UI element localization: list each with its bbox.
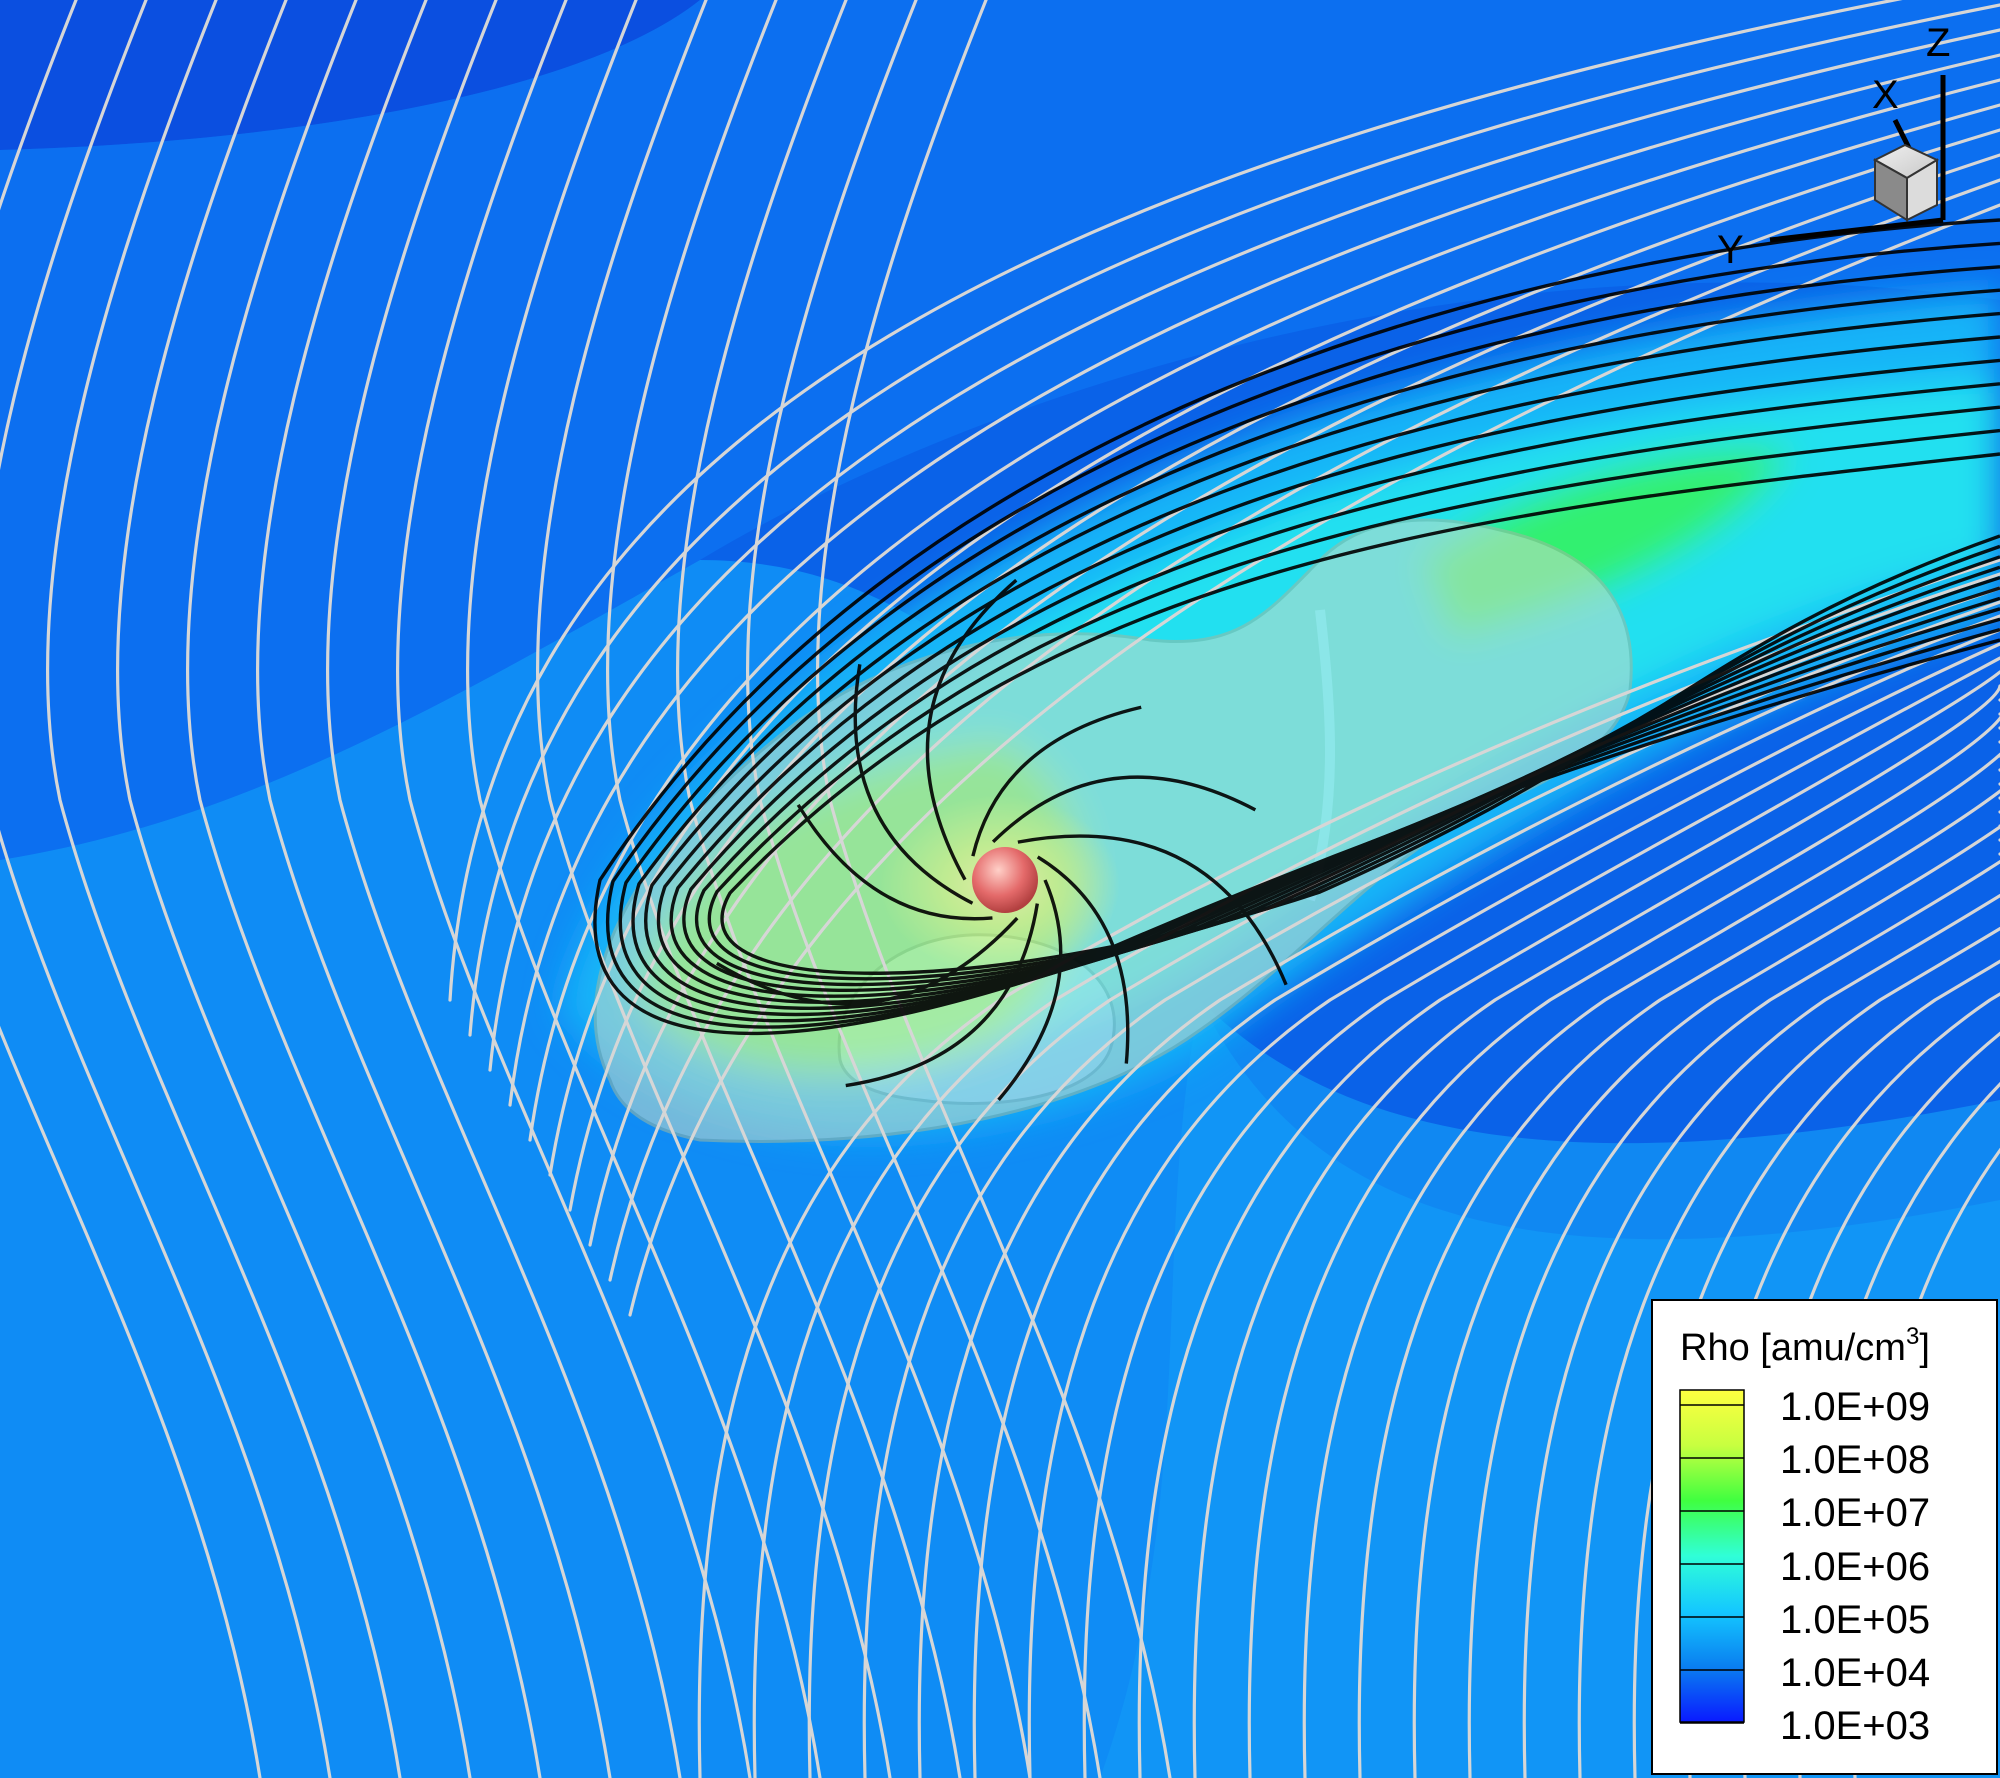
field-line-radial (1017, 834, 1288, 986)
y-axis-label: Y (1717, 228, 1744, 272)
legend-label-1e9: 1.0E+09 (1780, 1385, 1930, 1429)
magnetic-field-lines (593, 218, 2000, 1102)
streamline (325, 0, 682, 1778)
legend-title: Rho [amu/cm3] (1680, 1323, 1930, 1369)
legend-ticks (1680, 1404, 1744, 1724)
y-axis-line (1769, 217, 1944, 243)
streamline (45, 0, 402, 1778)
field-line (720, 452, 2000, 975)
field-line-radial (796, 804, 993, 921)
streamline (508, 53, 2000, 1107)
contour-band-upper-dark (0, 0, 700, 150)
streamline (1467, 754, 2000, 1778)
streamline (1247, 698, 2000, 1778)
z-axis-label: Z (1926, 21, 1950, 65)
field-line-radial (853, 664, 974, 905)
field-line-radial (845, 903, 1039, 1088)
streamline (1192, 684, 2000, 1778)
legend-title-sup: 3 (1906, 1323, 1919, 1350)
streamline (588, 153, 2000, 1247)
streamline (448, 0, 1904, 1002)
legend-title-main: Rho [amu/cm (1680, 1327, 1906, 1369)
field-line-radial (997, 879, 1063, 1102)
central-body (972, 847, 1038, 913)
streamline (488, 28, 2000, 1072)
streamline (0, 0, 332, 1778)
streamline (815, 0, 1172, 1778)
field-line-radial (715, 916, 1019, 1006)
streamline (917, 614, 2000, 1778)
streamline (1522, 768, 2000, 1778)
streamline (862, 600, 2000, 1778)
streamline (1027, 642, 2000, 1778)
body-sphere (972, 847, 1038, 913)
legend-title-end: ] (1919, 1327, 1930, 1369)
legend-label-1e4: 1.0E+04 (1780, 1651, 1930, 1695)
streamline (255, 0, 612, 1778)
streamline (115, 0, 472, 1778)
streamline (972, 628, 2000, 1778)
streamline (1302, 712, 2000, 1778)
field-line-radial (1036, 855, 1130, 1064)
streamline (1082, 656, 2000, 1778)
streamline (1577, 782, 2000, 1778)
streamline (528, 78, 2000, 1142)
x-axis-label: X (1872, 73, 1899, 117)
field-line-radial (991, 775, 1257, 844)
legend-colorbar (1679, 1389, 1745, 1723)
contour-band-upper (0, 0, 2000, 860)
legend-label-1e3: 1.0E+03 (1780, 1704, 1930, 1748)
streamline (628, 203, 2000, 1317)
streamline (605, 0, 962, 1778)
density-legend: Rho [amu/cm3] 1.0E+09 1.0E+08 1.0E+07 1.… (1651, 1299, 1998, 1775)
legend-label-1e7: 1.0E+07 (1780, 1491, 1930, 1535)
legend-label-1e6: 1.0E+06 (1780, 1545, 1930, 1589)
legend-label-1e8: 1.0E+08 (1780, 1438, 1930, 1482)
streamline (468, 3, 2000, 1037)
streamline (1137, 670, 2000, 1778)
streamline (608, 178, 2000, 1282)
streamline (745, 0, 1102, 1778)
axis-triad: X Y Z (1717, 21, 1950, 272)
field-line-radial (971, 705, 1142, 857)
streamline (1357, 726, 2000, 1778)
streamline (1412, 740, 2000, 1778)
field-line-radial (925, 578, 1018, 881)
streamline (697, 558, 2000, 1778)
streamline (0, 0, 262, 1778)
triad-cube (1872, 143, 1940, 222)
streamline (465, 0, 822, 1778)
legend-label-1e5: 1.0E+05 (1780, 1598, 1930, 1642)
streamline (185, 0, 542, 1778)
x-axis-line (1892, 118, 1913, 152)
streamline (395, 0, 752, 1778)
streamline (535, 0, 892, 1778)
